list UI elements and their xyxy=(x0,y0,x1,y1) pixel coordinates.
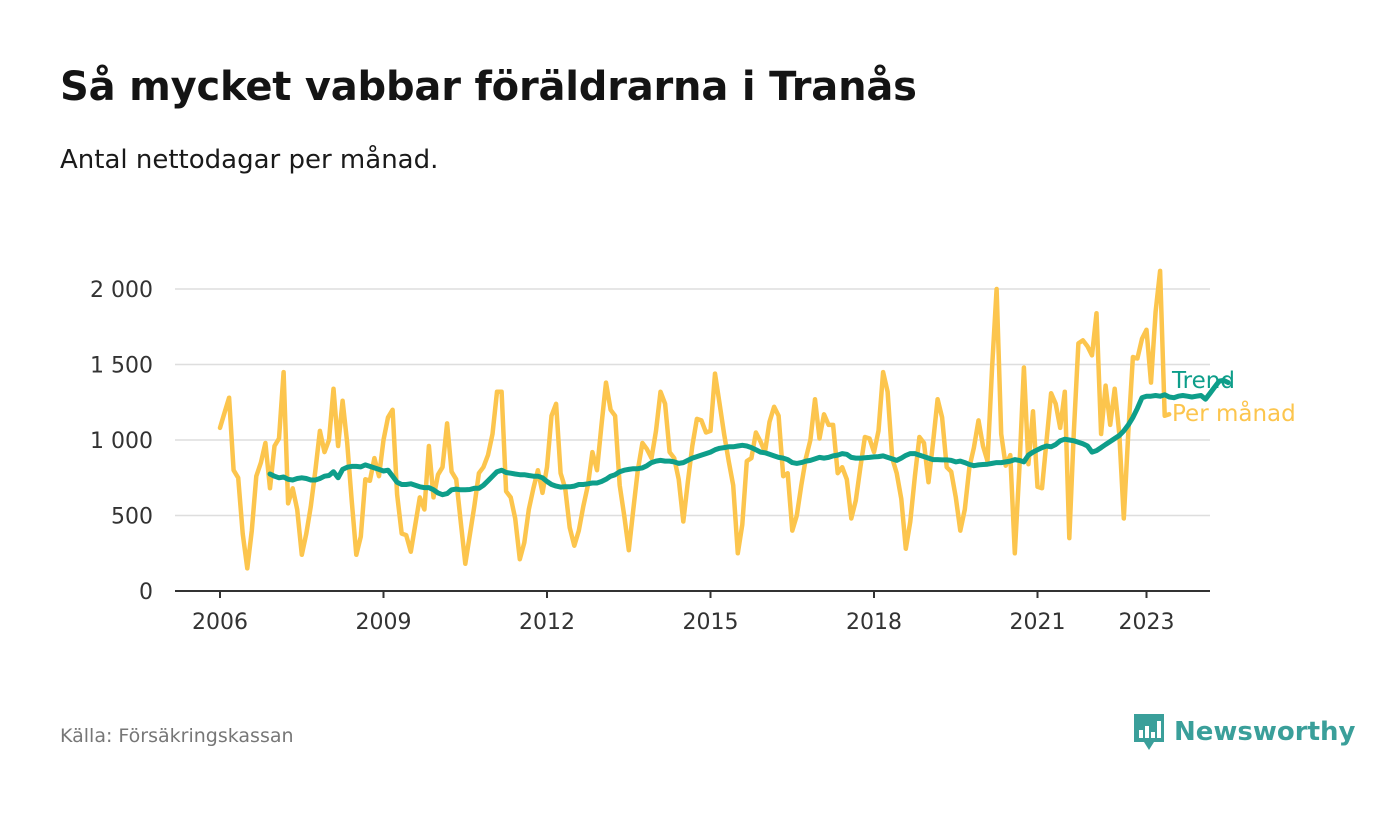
newsworthy-logo: Newsworthy xyxy=(1132,712,1355,752)
x-tick-label: 2018 xyxy=(846,610,902,635)
x-tick-label: 2006 xyxy=(192,610,248,635)
series-line-trend xyxy=(267,377,1231,498)
y-tick-label: 0 xyxy=(139,580,153,605)
x-tick-label: 2023 xyxy=(1119,610,1175,635)
y-tick-label: 2 000 xyxy=(90,278,153,303)
newsworthy-logo-icon xyxy=(1134,714,1164,750)
chart-subtitle: Antal nettodagar per månad. xyxy=(60,145,439,175)
y-tick-label: 1 500 xyxy=(90,354,153,379)
x-tick-label: 2009 xyxy=(356,610,412,635)
x-tick-label: 2015 xyxy=(683,610,739,635)
x-tick-label: 2012 xyxy=(519,610,575,635)
y-tick-label: 500 xyxy=(111,505,153,530)
y-tick-label: 1 000 xyxy=(90,429,153,454)
chart-title: Så mycket vabbar föräldrarna i Tranås xyxy=(60,64,917,110)
x-tick-label: 2021 xyxy=(1010,610,1066,635)
series-label-per-manad: Per månad xyxy=(1172,399,1296,427)
series-line-per-manad xyxy=(217,268,1172,571)
source-note: Källa: Försäkringskassan xyxy=(60,725,294,747)
series-label-trend: Trend xyxy=(1171,368,1235,394)
brand-name: Newsworthy xyxy=(1174,717,1356,747)
